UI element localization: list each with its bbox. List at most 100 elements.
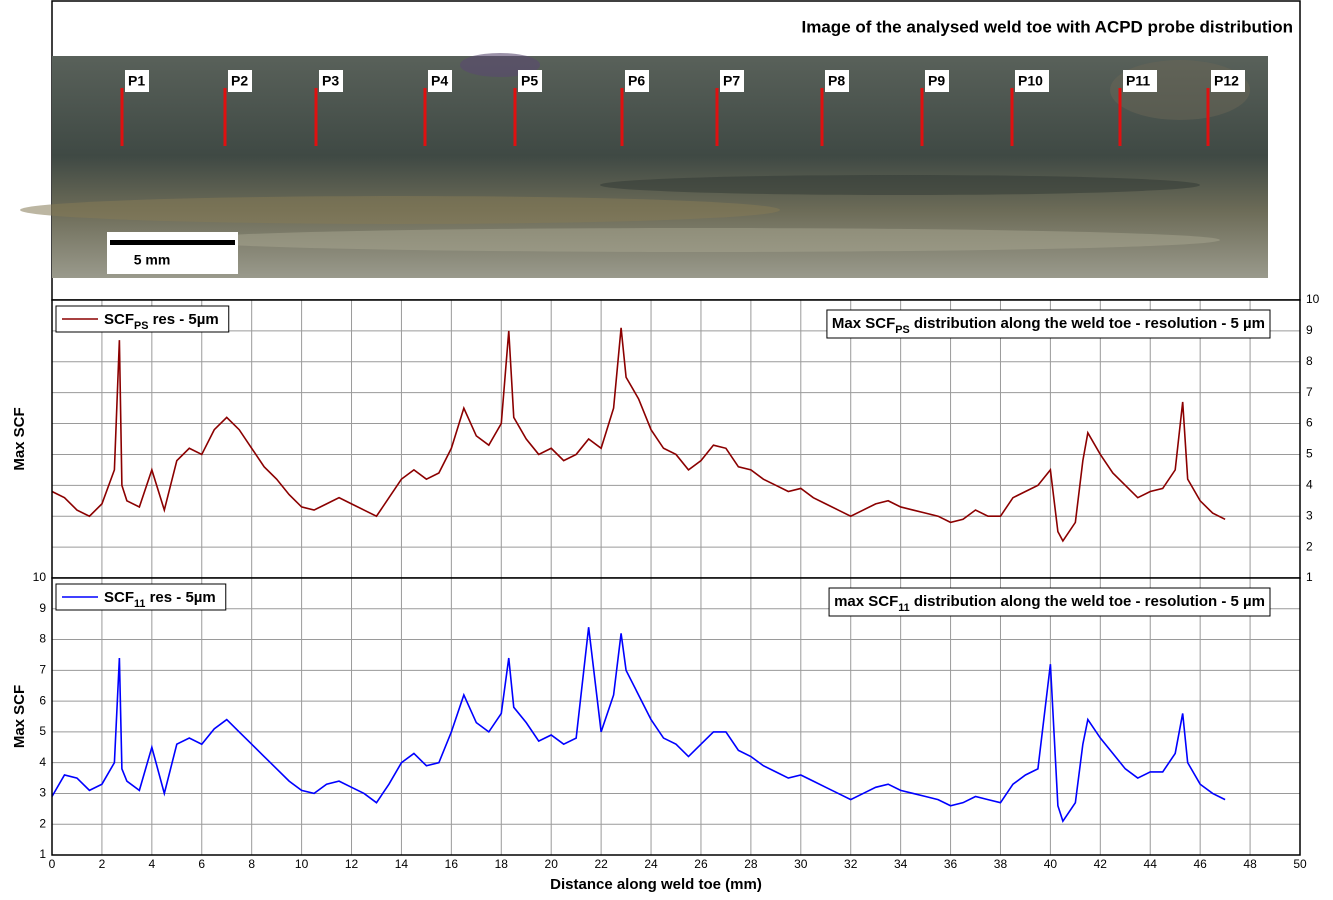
x-tick-label: 48 — [1243, 857, 1257, 871]
x-tick-label: 28 — [744, 857, 758, 871]
probe-label: P4 — [431, 73, 448, 89]
x-tick-label: 4 — [148, 857, 155, 871]
y-tick-label: 7 — [39, 663, 46, 677]
y-tick-label: 9 — [1306, 323, 1313, 337]
probe-label-box — [1123, 70, 1157, 92]
probe-label-box — [925, 70, 949, 92]
series-line — [51, 327, 1226, 543]
x-tick-label: 18 — [495, 857, 509, 871]
probe-label-box — [125, 70, 149, 92]
probe-label: P3 — [322, 73, 339, 89]
y-tick-label: 1 — [39, 847, 46, 861]
x-tick-label: 10 — [295, 857, 309, 871]
probe-label-box — [428, 70, 452, 92]
probe-label: P9 — [928, 73, 945, 89]
y-tick-label: 10 — [33, 570, 47, 584]
x-tick-label: 30 — [794, 857, 808, 871]
y-tick-label: 9 — [39, 601, 46, 615]
probe-label: P10 — [1018, 73, 1043, 89]
probe-label: P5 — [521, 73, 538, 89]
text-part: 11 — [898, 602, 909, 614]
x-tick-label: 36 — [944, 857, 958, 871]
x-tick-label: 22 — [594, 857, 608, 871]
y-tick-label: 6 — [39, 693, 46, 707]
x-tick-label: 24 — [644, 857, 658, 871]
y-tick-label: 5 — [1306, 447, 1313, 461]
chart-title: Max SCFPS distribution along the weld to… — [832, 315, 1265, 336]
y-tick-label: 10 — [1306, 292, 1320, 306]
probe-label: P1 — [128, 73, 145, 89]
legend-label: SCFPS res - 5µm — [104, 311, 219, 332]
image-title: Image of the analysed weld toe with ACPD… — [802, 17, 1293, 36]
x-tick-label: 26 — [694, 857, 708, 871]
x-tick-label: 8 — [248, 857, 255, 871]
weld-photo — [20, 53, 1268, 278]
y-tick-label: 3 — [39, 786, 46, 800]
probe-label-box — [319, 70, 343, 92]
y-axis-label: Max SCF — [11, 407, 28, 470]
probe-label-box — [625, 70, 649, 92]
probe-label: P8 — [828, 73, 845, 89]
y-axis-label: Max SCF — [11, 685, 28, 748]
text-part: SCF — [104, 589, 134, 606]
x-tick-label: 46 — [1193, 857, 1207, 871]
plot-area — [52, 578, 1300, 855]
probe-label: P6 — [628, 73, 645, 89]
title-box — [826, 309, 1271, 339]
y-tick-label: 4 — [1306, 478, 1313, 492]
x-tick-label: 6 — [198, 857, 205, 871]
text-part: res - 5µm — [145, 589, 215, 606]
probe-label: P11 — [1126, 73, 1150, 89]
text-part: max SCF — [834, 593, 898, 610]
text-part: res - 5µm — [148, 311, 218, 328]
text-part: Max SCF — [832, 315, 895, 332]
probe-label-box — [518, 70, 542, 92]
series-line — [51, 627, 1226, 823]
text-part: distribution along the weld toe - resolu… — [910, 315, 1265, 332]
y-tick-label: 6 — [1306, 416, 1313, 430]
x-axis-label: Distance along weld toe (mm) — [550, 876, 762, 893]
legend-label: SCF11 res - 5µm — [104, 589, 216, 610]
plot-frame — [51, 577, 1301, 856]
probe-label-box — [1211, 70, 1245, 92]
y-tick-label: 8 — [39, 632, 46, 646]
x-tick-label: 0 — [49, 857, 56, 871]
y-tick-label: 8 — [1306, 354, 1313, 368]
probe-label-box — [228, 70, 252, 92]
y-tick-label: 2 — [1306, 539, 1313, 553]
chart-title: max SCF11 distribution along the weld to… — [834, 593, 1265, 614]
text-part: SCF — [104, 311, 134, 328]
title-box — [828, 587, 1271, 617]
x-tick-label: 38 — [994, 857, 1008, 871]
y-tick-label: 3 — [1306, 508, 1313, 522]
x-tick-label: 16 — [445, 857, 459, 871]
scale-label: 5 mm — [134, 252, 171, 268]
x-tick-label: 20 — [545, 857, 559, 871]
text-part: PS — [134, 320, 148, 332]
probe-label-box — [1015, 70, 1049, 92]
x-tick-label: 32 — [844, 857, 858, 871]
y-tick-label: 7 — [1306, 385, 1313, 399]
x-tick-label: 42 — [1094, 857, 1108, 871]
x-tick-label: 40 — [1044, 857, 1058, 871]
x-tick-label: 14 — [395, 857, 409, 871]
x-tick-label: 44 — [1144, 857, 1158, 871]
probe-label: P2 — [231, 73, 248, 89]
probe-label: P12 — [1214, 73, 1239, 89]
y-tick-label: 1 — [1306, 570, 1313, 584]
scale-bar — [107, 232, 238, 274]
x-tick-label: 34 — [894, 857, 908, 871]
y-tick-label: 2 — [39, 816, 46, 830]
x-tick-label: 2 — [99, 857, 106, 871]
text-part: distribution along the weld toe - resolu… — [910, 593, 1265, 610]
text-part: PS — [895, 324, 909, 336]
probes: P1 P2 P3 P4 P5 P6 P7 P8 P9 P10 P11 P12 — [120, 70, 1245, 146]
text-part: 11 — [134, 598, 145, 610]
probe-label-box — [720, 70, 744, 92]
x-tick-label: 50 — [1293, 857, 1307, 871]
x-tick-label: 12 — [345, 857, 359, 871]
plot-area — [52, 300, 1300, 578]
